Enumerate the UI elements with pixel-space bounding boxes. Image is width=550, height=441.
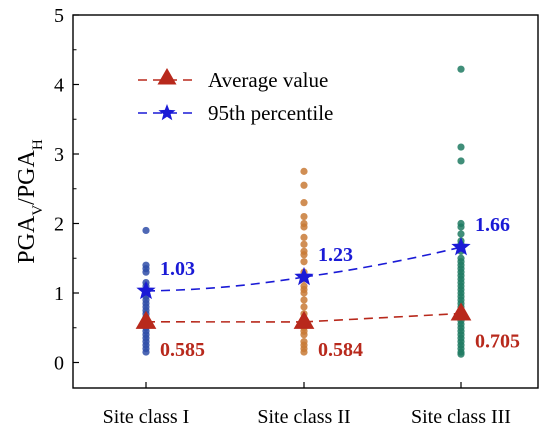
axes-layer: 0 1 2 3 4 5 Site class I Site class II Site clas… — [14, 5, 539, 428]
legend: Average value 95th percentile — [138, 68, 333, 125]
scatter-point — [300, 240, 308, 248]
scatter-point — [300, 296, 308, 304]
data-label: 0.705 — [475, 331, 520, 353]
y-tick-label: 0 — [54, 353, 64, 375]
data-label: 1.03 — [160, 258, 195, 280]
data-label: 1.66 — [475, 214, 510, 236]
scatter-point — [457, 143, 465, 151]
scatter-point — [300, 233, 308, 241]
data-labels-layer: 0.585 0.584 0.705 1.03 1.23 1.66 — [160, 214, 520, 361]
scatter-point — [457, 157, 465, 165]
legend-label-95th-percentile: 95th percentile — [208, 101, 333, 125]
scatter-point — [300, 167, 308, 175]
scatter-point — [300, 282, 308, 290]
average-value-marker — [293, 310, 315, 329]
data-label: 0.584 — [318, 339, 363, 361]
scatter-point — [300, 219, 308, 228]
average-value-marker — [135, 310, 157, 329]
series-line-average-value — [145, 312, 462, 323]
legend-label-average-value: Average value — [208, 68, 328, 92]
x-tick-label: Site class I — [103, 406, 190, 428]
scatter-point — [300, 199, 308, 207]
scatter-point — [300, 303, 308, 311]
y-tick-label: 1 — [54, 283, 64, 305]
95th-percentile-marker — [451, 236, 471, 256]
legend-triangle-icon — [157, 68, 177, 85]
y-tick-label: 4 — [54, 75, 64, 97]
y-tick-label: 5 — [54, 5, 64, 27]
series-lines-layer — [145, 246, 462, 323]
scatter-point — [142, 261, 150, 269]
scatter-point — [457, 230, 465, 238]
legend-star-icon — [158, 104, 176, 121]
scatter-point — [457, 219, 465, 228]
scatter-point — [300, 247, 308, 255]
scatter-point — [300, 212, 308, 221]
y-tick-label: 3 — [54, 144, 64, 166]
average-value-marker — [450, 302, 472, 321]
scatter-point — [457, 254, 465, 262]
y-tick-label: 2 — [54, 214, 64, 236]
scatter-point — [457, 65, 465, 73]
series-line-95th-percentile — [145, 246, 462, 292]
x-tick-label: Site class III — [411, 406, 511, 428]
95th-percentile-marker — [136, 280, 156, 300]
scatter-point — [300, 338, 308, 346]
data-label: 1.23 — [318, 244, 353, 266]
scatter-point — [142, 226, 150, 235]
x-tick-label: Site class II — [257, 406, 350, 428]
95th-percentile-marker — [294, 266, 314, 286]
plot-frame — [72, 14, 539, 389]
data-label: 0.585 — [160, 339, 205, 361]
scatter-point — [300, 181, 308, 189]
series-markers-layer — [135, 236, 472, 329]
scatter-point — [300, 258, 308, 266]
y-axis-title: PGAV/PGAH — [14, 139, 46, 264]
